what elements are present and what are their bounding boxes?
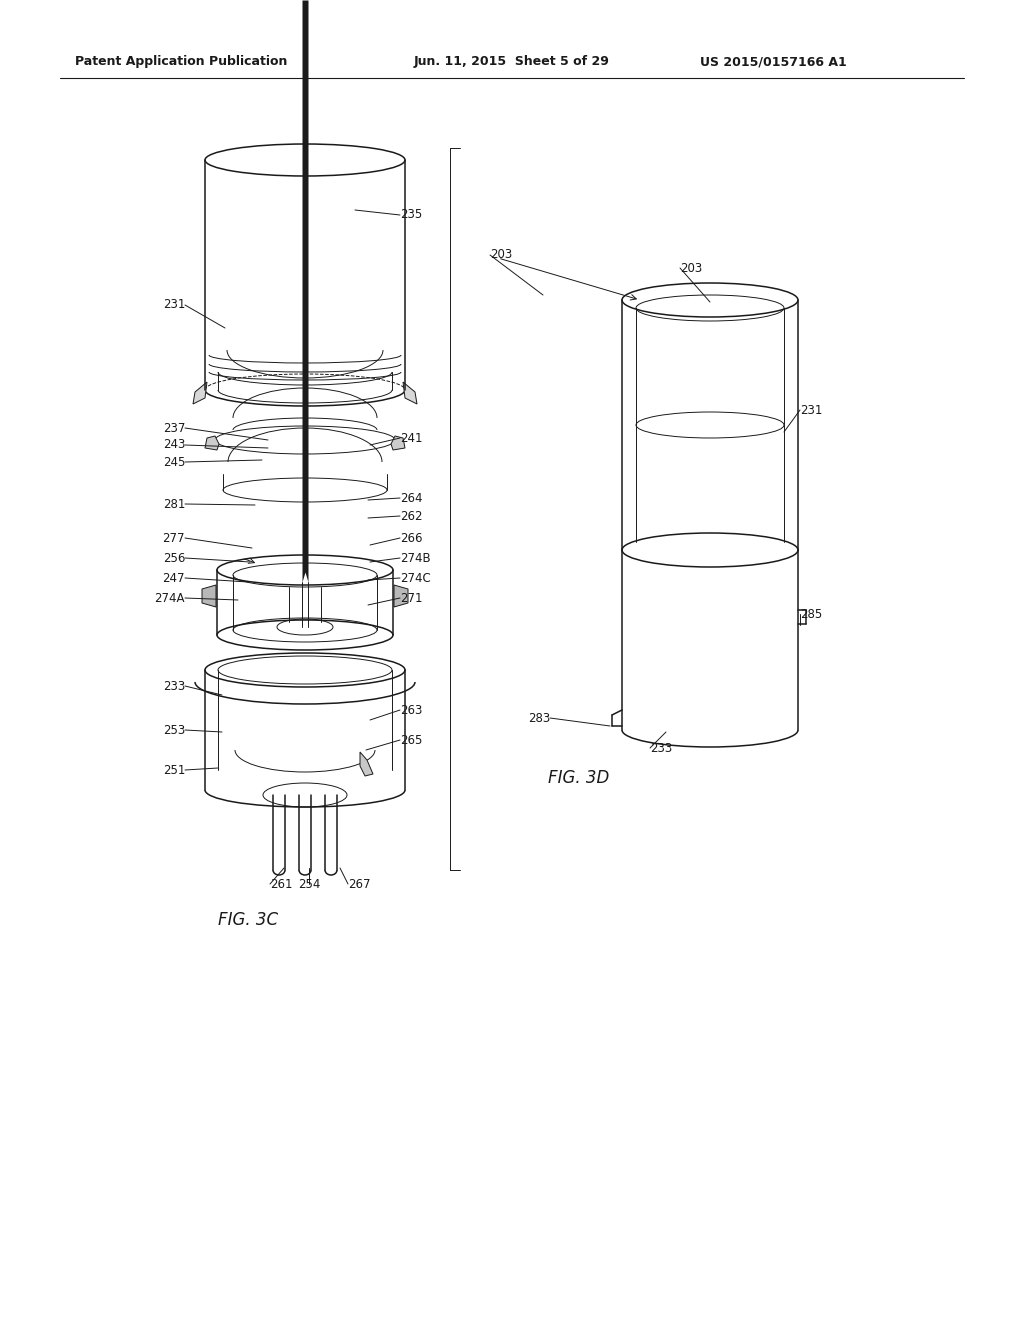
Text: FIG. 3D: FIG. 3D	[548, 770, 609, 787]
Polygon shape	[193, 381, 207, 404]
Polygon shape	[202, 585, 216, 607]
Polygon shape	[403, 381, 417, 404]
Text: 243: 243	[163, 438, 185, 451]
Text: 267: 267	[348, 878, 371, 891]
Text: 277: 277	[163, 532, 185, 544]
Text: 266: 266	[400, 532, 423, 544]
Polygon shape	[360, 752, 373, 776]
Polygon shape	[391, 436, 406, 450]
Text: 265: 265	[400, 734, 422, 747]
Text: 235: 235	[400, 209, 422, 222]
Text: 251: 251	[163, 763, 185, 776]
Text: 231: 231	[800, 404, 822, 417]
Text: 281: 281	[163, 498, 185, 511]
Text: 247: 247	[163, 572, 185, 585]
Text: 264: 264	[400, 491, 423, 504]
Ellipse shape	[205, 653, 406, 686]
Text: FIG. 3C: FIG. 3C	[218, 911, 279, 929]
Text: 256: 256	[163, 552, 185, 565]
Text: US 2015/0157166 A1: US 2015/0157166 A1	[700, 55, 847, 69]
Text: 285: 285	[800, 607, 822, 620]
Text: 203: 203	[490, 248, 512, 261]
Text: 253: 253	[163, 723, 185, 737]
Polygon shape	[394, 585, 408, 607]
Text: 274A: 274A	[155, 591, 185, 605]
Text: 254: 254	[298, 878, 321, 891]
Text: 271: 271	[400, 591, 423, 605]
Text: 261: 261	[270, 878, 293, 891]
Text: 263: 263	[400, 704, 422, 717]
Text: 283: 283	[527, 711, 550, 725]
Text: 203: 203	[680, 261, 702, 275]
Text: 237: 237	[163, 421, 185, 434]
Text: 274C: 274C	[400, 572, 431, 585]
Text: 231: 231	[163, 298, 185, 312]
Polygon shape	[205, 436, 219, 450]
Text: 274B: 274B	[400, 552, 431, 565]
Text: 262: 262	[400, 510, 423, 523]
Text: Jun. 11, 2015  Sheet 5 of 29: Jun. 11, 2015 Sheet 5 of 29	[414, 55, 610, 69]
Text: 233: 233	[650, 742, 672, 755]
Text: 241: 241	[400, 432, 423, 445]
Text: 245: 245	[163, 455, 185, 469]
Text: 233: 233	[163, 680, 185, 693]
Text: Patent Application Publication: Patent Application Publication	[75, 55, 288, 69]
